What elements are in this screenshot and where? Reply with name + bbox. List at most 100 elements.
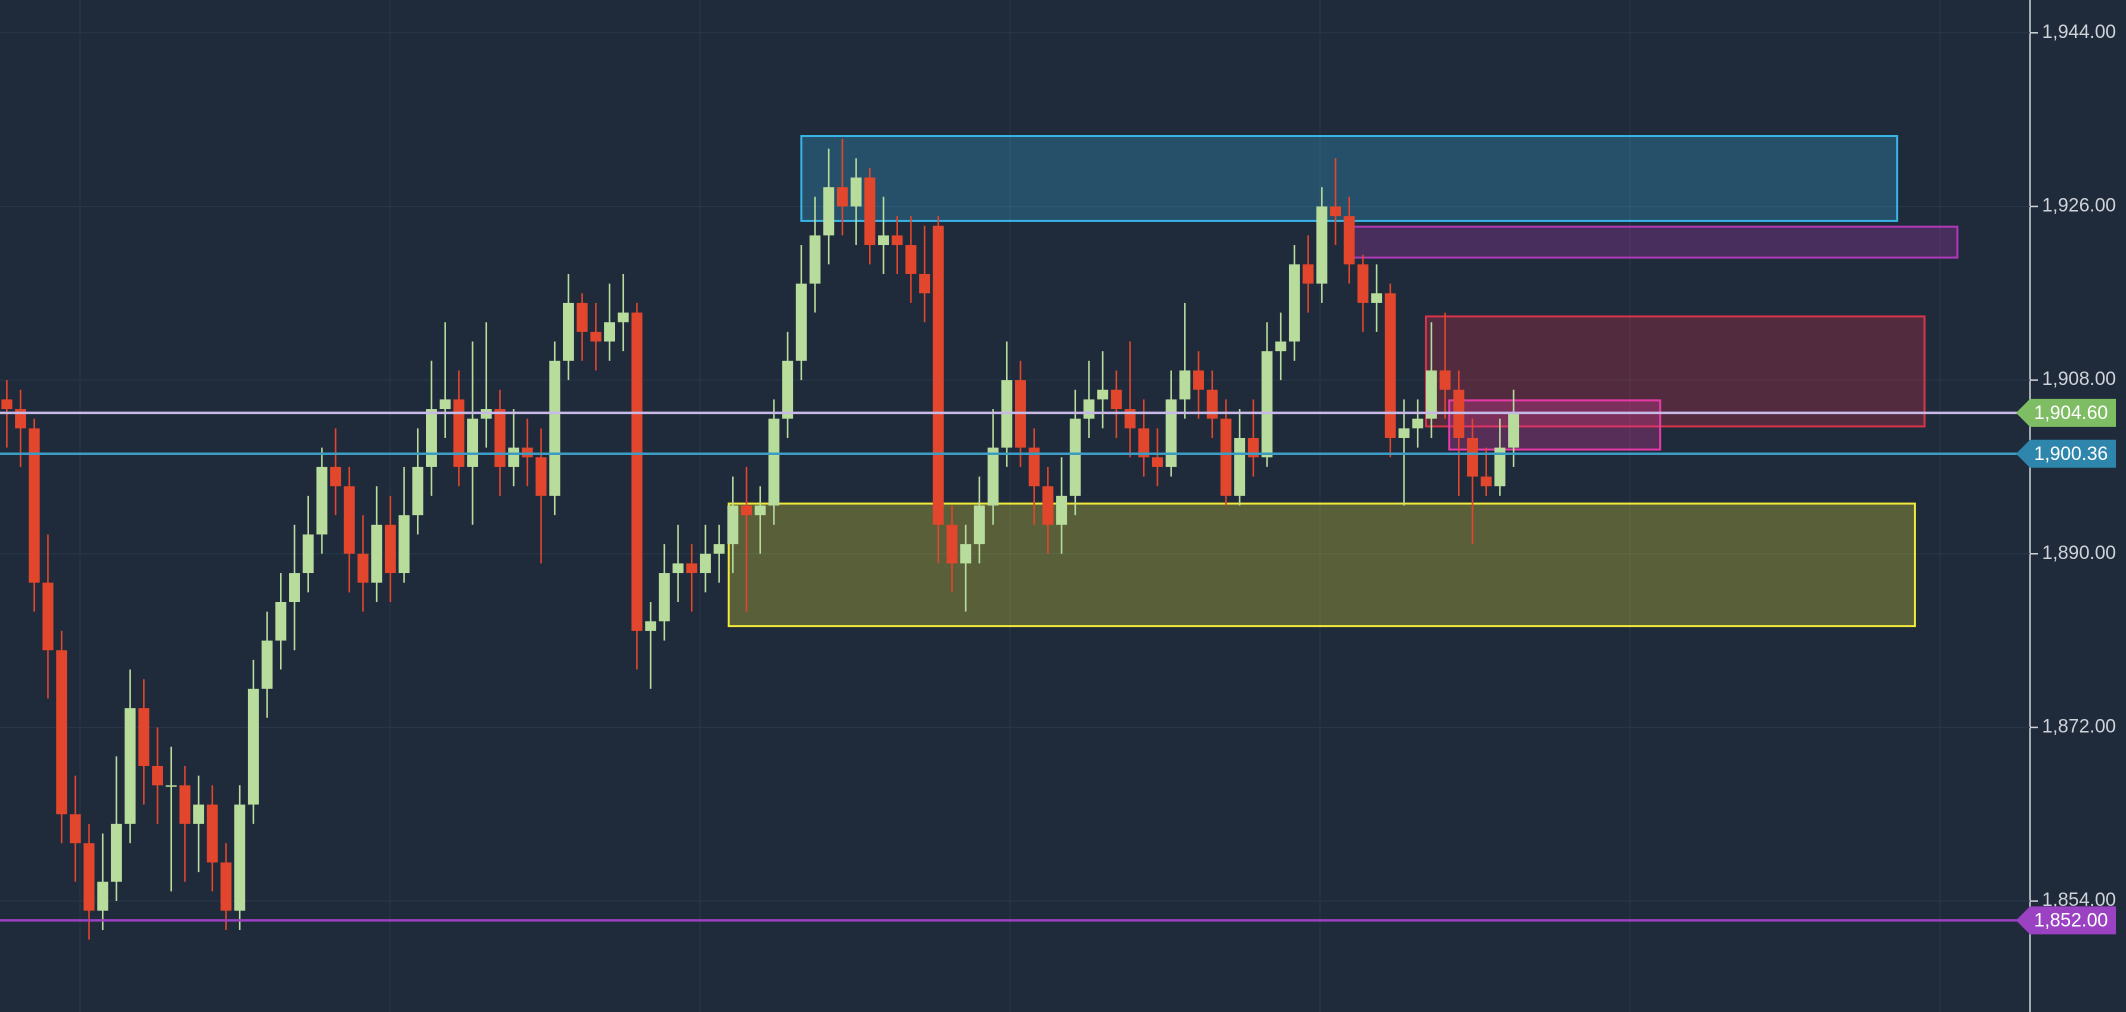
candle-body [932, 225, 944, 525]
candle-body [1425, 370, 1437, 419]
y-tick-label: 1,872.00 [2042, 716, 2116, 737]
candle-body [439, 399, 451, 410]
candle-body [398, 515, 410, 574]
candle-body [645, 621, 657, 631]
candle-body [97, 881, 109, 911]
candle-body [206, 804, 218, 863]
candle-body [535, 457, 547, 496]
candle-body [1508, 412, 1520, 448]
candle-body [1480, 476, 1492, 487]
candle-body [1206, 389, 1218, 419]
candle-body [193, 804, 205, 824]
zone [727, 502, 1916, 628]
candle-body [1343, 216, 1355, 265]
candle-body [1069, 418, 1081, 496]
candle-body [234, 804, 246, 911]
candle-body [1357, 264, 1369, 303]
price-badge [2016, 439, 2116, 468]
zone [1424, 315, 1926, 428]
candle-body [987, 447, 999, 506]
y-tick-label: 1,854.00 [2042, 890, 2116, 911]
candle-body [658, 573, 670, 622]
candle-body [425, 409, 437, 467]
candle-body [741, 505, 753, 516]
candle-body [1193, 370, 1205, 390]
candle-body [261, 640, 273, 689]
candle-body [850, 177, 862, 207]
candle-body [905, 245, 917, 274]
candle-body [384, 524, 396, 574]
zone [1448, 399, 1662, 451]
candle-body [590, 331, 602, 342]
candle-body [699, 553, 711, 574]
price-badge-label: 1,900.36 [2034, 444, 2108, 465]
candle-body [1316, 206, 1328, 284]
candle-body [1384, 293, 1396, 438]
candle-body [1083, 399, 1095, 419]
candle-body [795, 283, 807, 361]
candle-body [864, 177, 876, 246]
candle-body [371, 524, 383, 583]
candle-body [604, 322, 616, 342]
y-tick-label: 1,890.00 [2042, 543, 2116, 564]
candle-body [576, 302, 588, 332]
candle-body [28, 428, 40, 583]
candle-body [727, 505, 739, 545]
candle-body [1330, 206, 1342, 217]
candle-body [973, 505, 985, 545]
candle-body [110, 823, 122, 882]
price-badge-label: 1,904.60 [2034, 403, 2108, 424]
candle-body [316, 466, 328, 535]
candle-body [494, 409, 506, 467]
candle-body [1494, 447, 1506, 487]
candle-body [1371, 293, 1383, 303]
candle-body [946, 524, 958, 564]
candle-body [823, 187, 835, 236]
candle-body [1275, 341, 1287, 352]
candle-body [713, 544, 725, 554]
candle-body [521, 447, 533, 458]
candle-body [1467, 437, 1478, 477]
price-badge [2016, 398, 2116, 427]
candle-body [220, 862, 232, 911]
candle-body [617, 312, 629, 323]
candle-body [549, 360, 561, 496]
candle-body [1261, 351, 1273, 458]
candle-body [1234, 437, 1246, 496]
candle-body [124, 708, 136, 824]
y-tick-label: 1,944.00 [2042, 22, 2116, 43]
candle-body [83, 843, 95, 911]
candle-body [754, 505, 766, 516]
candle-body [165, 785, 177, 787]
candle-body [1398, 428, 1410, 438]
candle-body [15, 409, 27, 429]
candle-body [1110, 389, 1122, 410]
candle-body [1056, 495, 1068, 525]
candle-body [1288, 264, 1300, 342]
candle-body [960, 544, 972, 564]
candle-body [453, 399, 465, 467]
candle-body [343, 486, 355, 554]
candle-body [275, 601, 287, 641]
candle-body [357, 553, 369, 583]
candle-body [1439, 370, 1451, 390]
candle-body [1042, 486, 1054, 525]
candle-body [878, 235, 889, 246]
candle-body [1124, 409, 1136, 429]
candle-body [412, 466, 424, 516]
candle-body [1302, 264, 1314, 284]
candle-body [1165, 399, 1177, 467]
candle-body [179, 785, 191, 824]
candle-body [836, 187, 848, 207]
candle-body [672, 563, 684, 574]
candle-body [1151, 457, 1163, 467]
candle-body [42, 582, 54, 651]
candle-body [1028, 447, 1040, 487]
candle-body [247, 688, 259, 805]
candle-body [289, 573, 300, 602]
candle-body [1179, 370, 1191, 400]
y-tick-label: 1,926.00 [2042, 195, 2116, 216]
candle-body [919, 273, 931, 294]
candle-body [1412, 418, 1424, 429]
